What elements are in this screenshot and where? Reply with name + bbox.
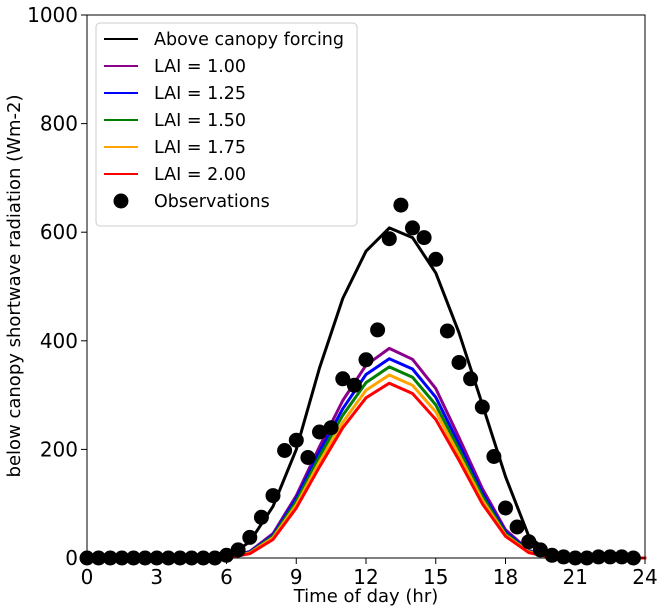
x-tick-label: 9 — [290, 565, 303, 589]
observation-point — [532, 542, 548, 558]
observation-point — [474, 399, 490, 415]
observation-point — [253, 509, 269, 525]
y-tick-label: 1000 — [27, 3, 78, 27]
observation-point — [498, 500, 513, 516]
y-tick-label: 800 — [40, 112, 78, 136]
x-tick-label: 21 — [563, 565, 588, 589]
observation-point — [219, 547, 234, 563]
observation-point — [591, 549, 606, 565]
observation-point — [556, 549, 572, 565]
y-tick-label: 400 — [40, 329, 78, 353]
observation-point — [323, 420, 339, 436]
observation-point — [486, 449, 502, 464]
observation-point — [277, 443, 293, 458]
x-tick-label: 15 — [423, 565, 448, 589]
observation-point — [451, 355, 467, 370]
observation-point — [405, 220, 420, 236]
y-axis-title: below canopy shortwave radiation (Wm-2) — [4, 95, 25, 478]
observation-point — [358, 352, 374, 368]
observation-point — [463, 371, 479, 387]
observation-point — [288, 432, 304, 448]
legend-label-lai-2-00: LAI = 2.00 — [154, 165, 246, 185]
x-axis-title: Time of day (hr) — [293, 586, 439, 607]
y-tick-label: 0 — [65, 546, 78, 570]
x-tick-label: 6 — [220, 565, 233, 589]
observation-point — [242, 529, 258, 545]
legend-swatch-observations — [113, 193, 129, 209]
y-tick-label: 200 — [40, 437, 78, 461]
x-tick-label: 0 — [81, 565, 94, 589]
observation-point — [544, 547, 560, 563]
legend-box — [95, 22, 358, 227]
legend-label-observations: Observations — [154, 192, 270, 212]
legend-label-above-canopy-forcing: Above canopy forcing — [154, 30, 344, 50]
legend: Above canopy forcing LAI = 1.00 LAI = 1.25… — [95, 22, 358, 227]
x-tick-label: 3 — [150, 565, 163, 589]
observation-point — [439, 323, 455, 339]
legend-label-lai-1-00: LAI = 1.00 — [154, 57, 246, 77]
observation-point — [428, 251, 444, 267]
observation-point — [614, 549, 630, 565]
observation-point — [312, 424, 327, 440]
legend-label-lai-1-25: LAI = 1.25 — [154, 84, 246, 104]
observation-point — [602, 549, 618, 565]
x-axis: 0 3 6 9 12 15 18 21 24 — [81, 558, 658, 589]
observation-point — [509, 519, 525, 535]
y-axis: 0 200 400 600 800 1000 — [27, 3, 87, 570]
observation-point — [381, 231, 397, 247]
x-tick-label: 18 — [493, 565, 518, 589]
observation-point — [416, 230, 432, 246]
observation-point — [335, 371, 351, 387]
observation-point — [300, 450, 316, 465]
observation-point — [230, 542, 246, 558]
x-tick-label: 24 — [632, 565, 657, 589]
legend-label-lai-1-50: LAI = 1.50 — [154, 111, 246, 131]
legend-label-lai-1-75: LAI = 1.75 — [154, 138, 246, 158]
observation-point — [521, 534, 537, 550]
observation-point — [393, 197, 409, 213]
x-tick-label: 12 — [353, 565, 378, 589]
observation-point — [265, 488, 281, 504]
observation-point — [346, 377, 362, 393]
y-tick-label: 600 — [40, 220, 78, 244]
observation-point — [370, 322, 386, 338]
